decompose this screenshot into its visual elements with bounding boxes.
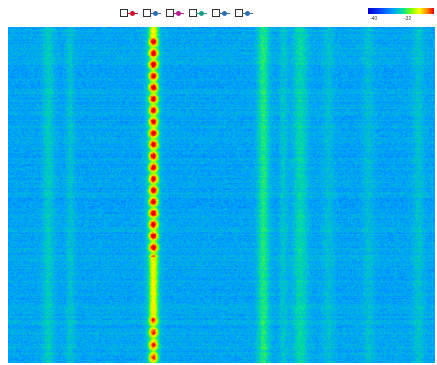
line-marker-icon [242, 10, 253, 16]
line-marker-icon [173, 10, 184, 16]
marker-2-toggle[interactable] [143, 9, 161, 17]
colorbar-max-label: -32 [404, 16, 412, 22]
marker-6-toggle[interactable] [235, 9, 253, 17]
marker-toolbar [120, 9, 253, 17]
marker-4-toggle[interactable] [189, 9, 207, 17]
marker-1-toggle[interactable] [120, 9, 138, 17]
line-marker-icon [150, 10, 161, 16]
colorbar-gradient [368, 8, 434, 14]
colorbar-legend: -40 -32 [368, 8, 434, 26]
colorbar-min-label: -40 [370, 16, 378, 22]
marker-5-toggle[interactable] [212, 9, 230, 17]
line-marker-icon [219, 10, 230, 16]
marker-3-toggle[interactable] [166, 9, 184, 17]
spectrum-waterfall[interactable] [8, 27, 435, 363]
line-marker-icon [127, 10, 138, 16]
line-marker-icon [196, 10, 207, 16]
